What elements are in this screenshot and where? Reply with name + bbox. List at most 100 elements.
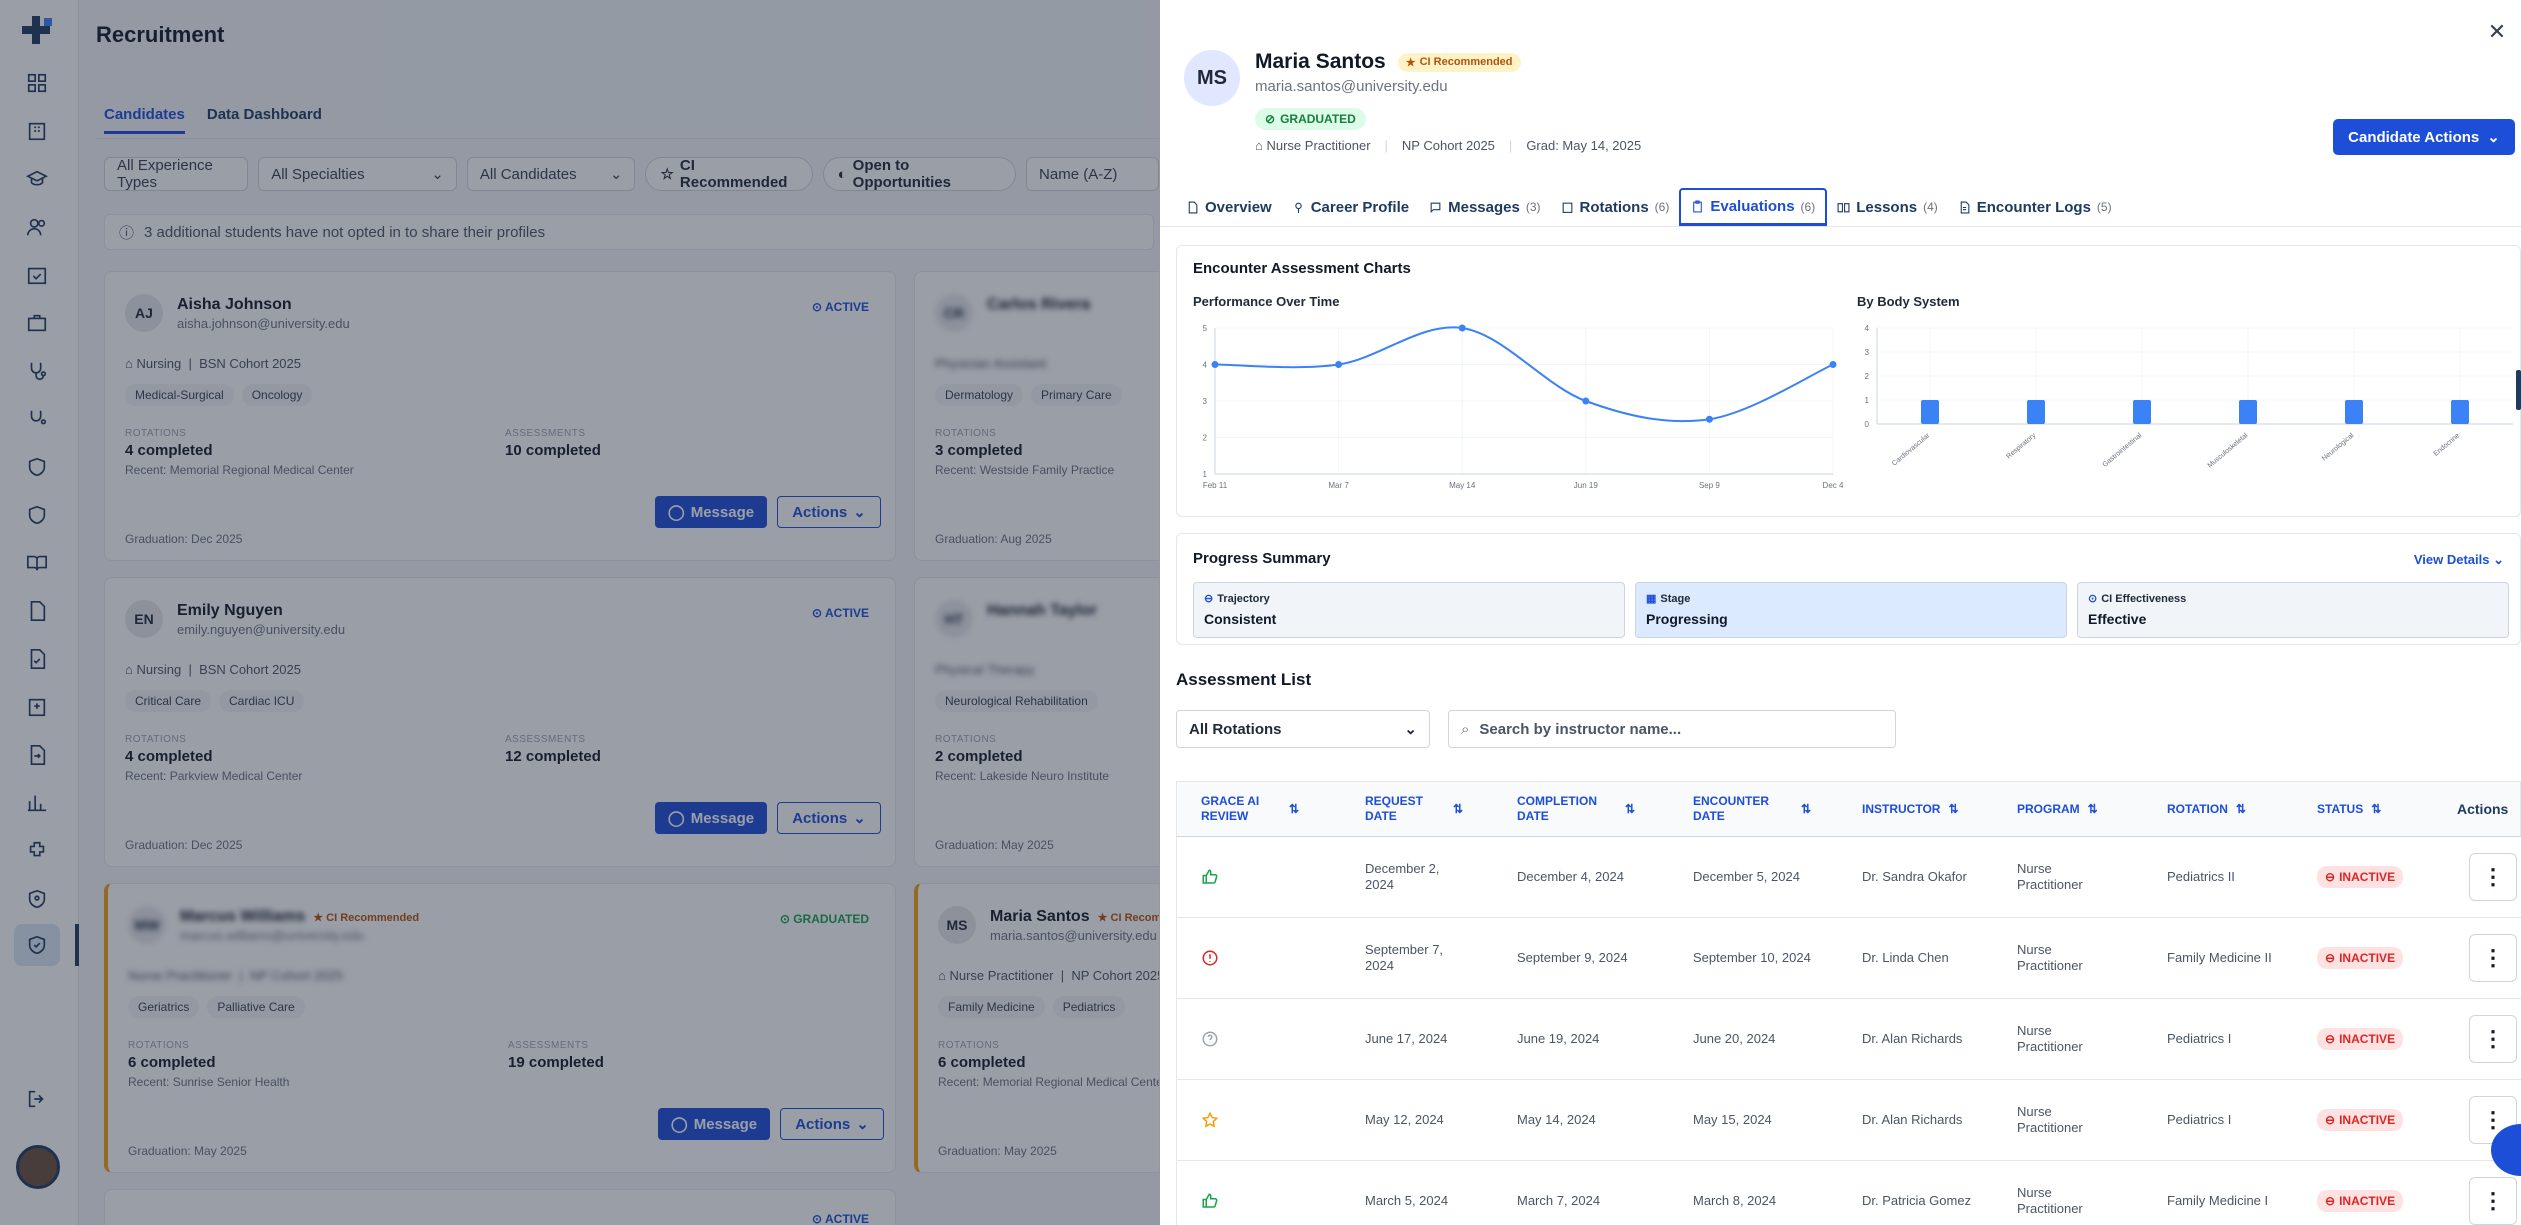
actions-button[interactable]: Actions ⌄ (780, 1108, 884, 1140)
data-point[interactable] (1829, 361, 1837, 368)
message-button[interactable]: ◯ Message (658, 1108, 770, 1140)
hospital-icon[interactable] (24, 694, 50, 720)
alert-circle-icon[interactable] (1201, 949, 1219, 967)
table-row[interactable]: May 12, 2024 May 14, 2024 May 15, 2024 Dr. … (1176, 1080, 2521, 1161)
scrollbar-thumb[interactable] (2516, 370, 2521, 410)
table-row[interactable]: March 5, 2024 March 7, 2024 March 8, 2024 D… (1176, 1161, 2521, 1225)
calendar-check-icon[interactable] (24, 262, 50, 288)
sort-filter[interactable]: Name (A-Z) (1026, 157, 1159, 191)
col-program[interactable]: PROGRAM ⇅ (2017, 802, 2098, 817)
instructor-search-input[interactable] (1479, 720, 1880, 738)
message-button[interactable]: ◯ Message (655, 802, 767, 834)
cell-completion: June 19, 2024 (1517, 1031, 1600, 1046)
bar[interactable] (2027, 400, 2045, 424)
bar[interactable] (2345, 400, 2363, 424)
status-text: GRADUATED (1280, 112, 1356, 126)
sort-filter-label: Name (A-Z) (1039, 165, 1118, 183)
data-point[interactable] (1458, 324, 1466, 332)
col-completion-date[interactable]: COMPLETION DATE ⇅ (1517, 794, 1647, 824)
col-label: ROTATION (2167, 801, 2228, 816)
stethoscope-icon[interactable] (24, 358, 50, 384)
col-encounter-date[interactable]: ENCOUNTER DATE ⇅ (1693, 794, 1823, 824)
actions-button[interactable]: Actions ⌄ (777, 802, 881, 834)
tab-evaluations[interactable]: Evaluations (6) (1679, 188, 1828, 226)
dashboard-icon[interactable] (24, 70, 50, 96)
puzzle-icon[interactable] (24, 838, 50, 864)
col-request-date[interactable]: REQUEST DATE ⇅ (1365, 794, 1485, 824)
close-icon[interactable]: ✕ (2487, 19, 2507, 44)
stethoscope-alt-icon[interactable] (24, 406, 50, 432)
graduation-cap-icon[interactable] (24, 166, 50, 192)
users-icon[interactable] (24, 214, 50, 240)
question-circle-icon[interactable] (1201, 1030, 1219, 1048)
data-point[interactable] (1211, 361, 1219, 368)
user-avatar[interactable] (16, 1145, 60, 1189)
actions-button[interactable]: Actions ⌄ (777, 496, 881, 528)
data-point[interactable] (1582, 397, 1590, 405)
book-open-icon[interactable] (24, 550, 50, 576)
briefcase-icon[interactable] (24, 310, 50, 336)
table-row[interactable]: September 7, 2024 September 9, 2024 Septem… (1176, 918, 2521, 999)
candidates-filter[interactable]: All Candidates ⌄ (466, 157, 636, 191)
shield-check-icon[interactable] (24, 454, 50, 480)
specialties-filter[interactable]: All Specialties ⌄ (258, 157, 457, 191)
ci-recommended-toggle[interactable]: ☆ CI Recommended (645, 157, 813, 191)
candidate-card[interactable]: MS Maria Santos ★ CI Recommended maria.sa… (914, 883, 1159, 1173)
row-actions-kebab[interactable]: ⋮ (2469, 1015, 2517, 1063)
table-row[interactable]: June 17, 2024 June 19, 2024 June 20, 2024 D… (1176, 999, 2521, 1080)
candidate-card[interactable]: CR Carlos Rivera Physician Assistant Der… (914, 271, 1159, 561)
view-details-link[interactable]: View Details ⌄ (2414, 552, 2504, 568)
specialty-tags: Neurological Rehabilitation (935, 690, 1098, 712)
tab-encounter-logs[interactable]: Encounter Logs (5) (1948, 188, 2122, 226)
bar[interactable] (1921, 400, 1939, 424)
col-rotation[interactable]: ROTATION ⇅ (2167, 802, 2246, 817)
star-icon[interactable] (1201, 1111, 1219, 1129)
tab-overview[interactable]: Overview (1176, 188, 1282, 226)
row-actions-kebab[interactable]: ⋮ (2469, 853, 2517, 901)
candidate-actions-button[interactable]: Candidate Actions ⌄ (2333, 119, 2515, 155)
candidate-card[interactable]: HT Hannah Taylor Physical Therapy Neurol… (914, 577, 1159, 867)
modal-backdrop[interactable] (0, 0, 1160, 1225)
tab-data-dashboard[interactable]: Data Dashboard (206, 106, 322, 123)
tab-rotations[interactable]: Rotations (6) (1551, 188, 1680, 226)
shield-icon[interactable] (24, 502, 50, 528)
bar[interactable] (2239, 400, 2257, 424)
experience-filter[interactable]: All Experience Types (104, 157, 249, 191)
rotations-value: 2 completed (935, 748, 1023, 765)
file-check-icon[interactable] (24, 646, 50, 672)
file-transfer-icon[interactable] (24, 742, 50, 768)
tab-messages[interactable]: Messages (3) (1419, 188, 1550, 226)
tab-lessons[interactable]: Lessons (4) (1827, 188, 1948, 226)
candidate-name-row: Maria Santos ★ CI Recommended (1255, 50, 1521, 74)
document-icon[interactable] (24, 598, 50, 624)
candidate-card[interactable]: ⊙ ACTIVE (104, 1189, 896, 1225)
candidate-card[interactable]: EN Emily Nguyen emily.nguyen@university.… (104, 577, 896, 867)
candidate-detail-drawer: ✕ MS Maria Santos ★ CI Recommended maria.… (1160, 0, 2521, 1225)
performance-line-chart: 1 2 3 4 5 Feb 11 Mar 7 May 14 Jun 19 Sep 9 Dec 4 (1203, 324, 1844, 490)
table-row[interactable]: December 2, 2024 December 4, 2024 December… (1176, 837, 2521, 918)
bar-chart-icon[interactable] (24, 790, 50, 816)
thumbs-up-icon[interactable] (1201, 868, 1219, 886)
building-icon[interactable] (24, 118, 50, 144)
rotation-filter-select[interactable]: All Rotations ⌄ (1176, 710, 1430, 748)
col-status[interactable]: STATUS ⇅ (2317, 802, 2381, 817)
row-actions-kebab[interactable]: ⋮ (2469, 1177, 2517, 1225)
recruitment-icon[interactable] (24, 932, 50, 958)
col-grace-ai-review[interactable]: GRACE AI REVIEW ⇅ (1201, 794, 1321, 824)
data-point[interactable] (1705, 415, 1713, 423)
thumbs-up-icon[interactable] (1201, 1192, 1219, 1210)
col-instructor[interactable]: INSTRUCTOR ⇅ (1862, 802, 1959, 817)
data-point[interactable] (1335, 361, 1343, 368)
candidate-card[interactable]: AJ Aisha Johnson aisha.johnson@universit… (104, 271, 896, 561)
bar[interactable] (2133, 400, 2151, 424)
shield-settings-icon[interactable] (24, 886, 50, 912)
search-icon: ⌕ (1461, 720, 1470, 738)
message-button[interactable]: ◯ Message (655, 496, 767, 528)
candidate-card[interactable]: MW Marcus Williams ★ CI Recommended marcu… (104, 883, 896, 1173)
tab-career-profile[interactable]: Career Profile (1282, 188, 1419, 226)
bar[interactable] (2451, 400, 2469, 424)
open-to-opportunities-toggle[interactable]: ◐ Open to Opportunities (822, 157, 1017, 191)
logout-icon[interactable] (24, 1086, 50, 1112)
row-actions-kebab[interactable]: ⋮ (2469, 934, 2517, 982)
tab-candidates[interactable]: Candidates (104, 106, 185, 134)
